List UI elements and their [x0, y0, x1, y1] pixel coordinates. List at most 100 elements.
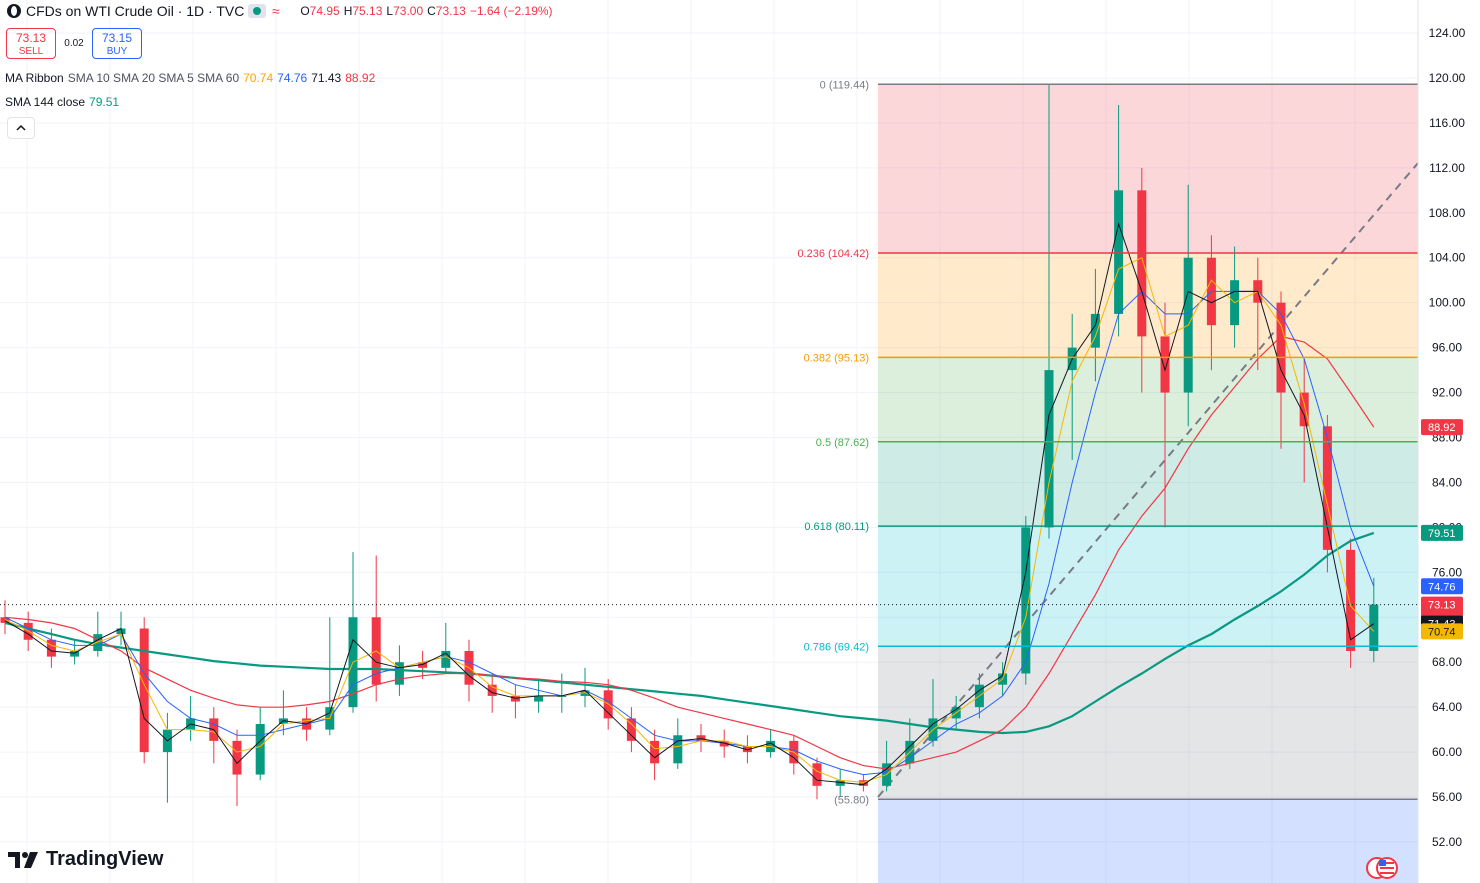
buy-button[interactable]: 73.15 BUY [92, 28, 142, 59]
indicator-legend[interactable]: MA Ribbon SMA 10 SMA 20 SMA 5 SMA 60 70.74… [5, 71, 379, 85]
ohlc-key: H [343, 4, 353, 18]
fib-zone [878, 646, 1418, 800]
indicator-name: MA Ribbon [5, 71, 64, 85]
price-label-box [1421, 623, 1463, 640]
price-label: 79.51 [1428, 528, 1456, 540]
sell-button[interactable]: 73.13 SELL [6, 28, 56, 59]
fib-zone [878, 84, 1418, 254]
fib-zone [878, 526, 1418, 647]
candle-body [1346, 549, 1356, 651]
sell-label: SELL [18, 46, 44, 57]
indicator-value: 70.74 [243, 71, 274, 85]
y-tick-label: 100.00 [1429, 296, 1466, 310]
price-label-box [1421, 419, 1463, 436]
y-tick-label: 108.00 [1429, 206, 1466, 220]
logo-mark [8, 851, 38, 868]
candle-body [696, 735, 706, 741]
ohlc-key: C [427, 4, 436, 18]
y-tick-label: 112.00 [1429, 161, 1465, 175]
candle-body [858, 780, 868, 786]
candle-body [46, 639, 56, 657]
indicator-value: 71.43 [311, 71, 342, 85]
candle-body [93, 634, 103, 651]
ohlc-value: 73.00 [393, 4, 424, 18]
fib-zone [878, 357, 1418, 442]
candle-body [510, 695, 520, 702]
symbol-title: CFDs on WTI Crude Oil · 1D · TVC [26, 3, 245, 19]
status-icons: ≈ [248, 3, 280, 19]
candle-body [139, 628, 149, 753]
candle-body [1090, 313, 1100, 348]
y-tick-label: 84.00 [1432, 475, 1462, 489]
fib-label: 0.786 (69.42) [804, 641, 869, 653]
y-tick-label: 76.00 [1432, 565, 1462, 579]
candle-body [673, 735, 683, 764]
candle-body [116, 628, 126, 635]
candle-body [719, 740, 729, 747]
fib-zone-extension [878, 799, 1418, 883]
candle-body [1044, 370, 1054, 528]
svg-text:≈: ≈ [272, 3, 280, 19]
price-axis [1418, 0, 1480, 883]
fib-label: 0.618 (80.11) [804, 521, 869, 533]
candle-body [650, 740, 660, 764]
indicator-value: 88.92 [345, 71, 376, 85]
y-tick-label: 60.00 [1432, 745, 1462, 759]
chevron-icon [16, 124, 26, 131]
candle-body [626, 718, 636, 741]
y-tick-label: 124.00 [1429, 26, 1466, 40]
price-label: 73.13 [1428, 600, 1456, 612]
y-tick-label: 56.00 [1432, 790, 1462, 804]
candle-body [1322, 426, 1332, 550]
ohlc-key: L [386, 4, 394, 18]
indicator-name: SMA 144 close [5, 95, 86, 109]
candle-body [232, 740, 242, 775]
candle-body [1021, 527, 1031, 674]
y-tick-label: 52.00 [1432, 835, 1462, 849]
candle-body [487, 684, 497, 696]
price-label-box [1421, 578, 1463, 595]
ma-line [4, 531, 1375, 735]
fib-label: (55.80) [834, 794, 869, 806]
fib-zone [878, 441, 1418, 527]
y-tick-label: 104.00 [1429, 251, 1466, 265]
candle-body [812, 763, 822, 786]
ma-line [4, 256, 1375, 783]
symbol-header: CFDs on WTI Crude Oil · 1D · TVC ≈ O74.9… [6, 3, 557, 19]
collapse-button[interactable] [7, 117, 35, 139]
fib-label: 0.5 (87.62) [816, 437, 869, 449]
candle-body [1369, 604, 1379, 651]
candle-body [1160, 336, 1170, 393]
candle-body [1137, 190, 1147, 337]
candle-body [1114, 190, 1124, 314]
market-flag-icon [1366, 857, 1398, 879]
ma-line [4, 290, 1375, 776]
fib-label: 0.382 (95.13) [804, 352, 869, 364]
y-tick-label: 120.00 [1429, 71, 1466, 85]
candle-body [0, 617, 10, 623]
candle-body [70, 650, 80, 657]
fib-label: 0 (119.44) [820, 79, 869, 91]
price-label: 88.92 [1428, 422, 1456, 434]
price-label-box [1421, 524, 1463, 541]
candle-body [418, 662, 428, 668]
ohlc-value: 73.13 [435, 4, 466, 18]
candle-body [534, 695, 544, 702]
fib-zone [878, 253, 1418, 358]
brand-logo: TradingView [8, 848, 163, 871]
buy-price: 73.15 [101, 31, 133, 45]
candle-body [255, 724, 265, 775]
candle-body [742, 746, 752, 753]
candle-body [1299, 392, 1309, 427]
y-tick-label: 116.00 [1429, 116, 1465, 130]
indicator-legend[interactable]: SMA 144 close 79.51 [5, 95, 123, 109]
sell-price: 73.13 [15, 31, 47, 45]
ma-line [4, 222, 1375, 786]
candle-body [1276, 302, 1286, 393]
spread: 0.02 [64, 38, 84, 49]
candle-body [394, 662, 404, 685]
indicator-value: 79.51 [89, 95, 120, 109]
candle-body [835, 780, 845, 786]
